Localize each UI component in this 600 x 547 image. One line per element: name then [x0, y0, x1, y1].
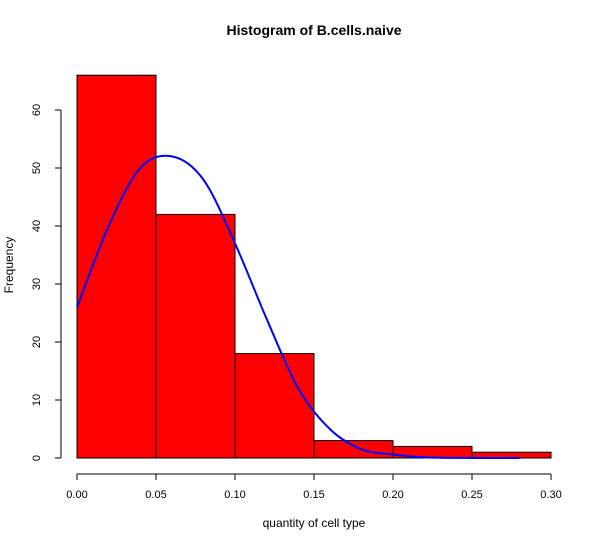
y-tick-label: 40 [31, 220, 43, 232]
histogram-bar [155, 213, 236, 459]
x-tick-label: 0.25 [461, 489, 482, 501]
density-curve [76, 154, 520, 460]
x-tick-label: 0.10 [224, 489, 245, 501]
histogram-bar [234, 353, 315, 459]
y-tick-label: 30 [31, 278, 43, 290]
y-tick-label: 10 [31, 394, 43, 406]
y-tick-label: 0 [31, 455, 43, 461]
x-axis-label: quantity of cell type [263, 516, 366, 530]
x-tick-label: 0.20 [382, 489, 403, 501]
chart-title: Histogram of B.cells.naive [226, 22, 401, 38]
bars-group [76, 74, 552, 459]
y-tick-label: 60 [31, 104, 43, 116]
x-tick-label: 0.15 [303, 489, 324, 501]
histogram-bar [76, 74, 157, 459]
y-tick-label: 20 [31, 336, 43, 348]
y-axis: 0 10 20 30 40 50 60 [31, 104, 62, 461]
x-axis: 0.00 0.05 0.10 0.15 0.20 0.25 0.30 [66, 473, 562, 501]
y-tick-label: 50 [31, 162, 43, 174]
x-tick-label: 0.05 [145, 489, 166, 501]
x-tick-label: 0.30 [540, 489, 561, 501]
x-tick-label: 0.00 [66, 489, 87, 501]
histogram-bar [313, 440, 394, 459]
y-axis-label: Frequency [2, 237, 16, 294]
